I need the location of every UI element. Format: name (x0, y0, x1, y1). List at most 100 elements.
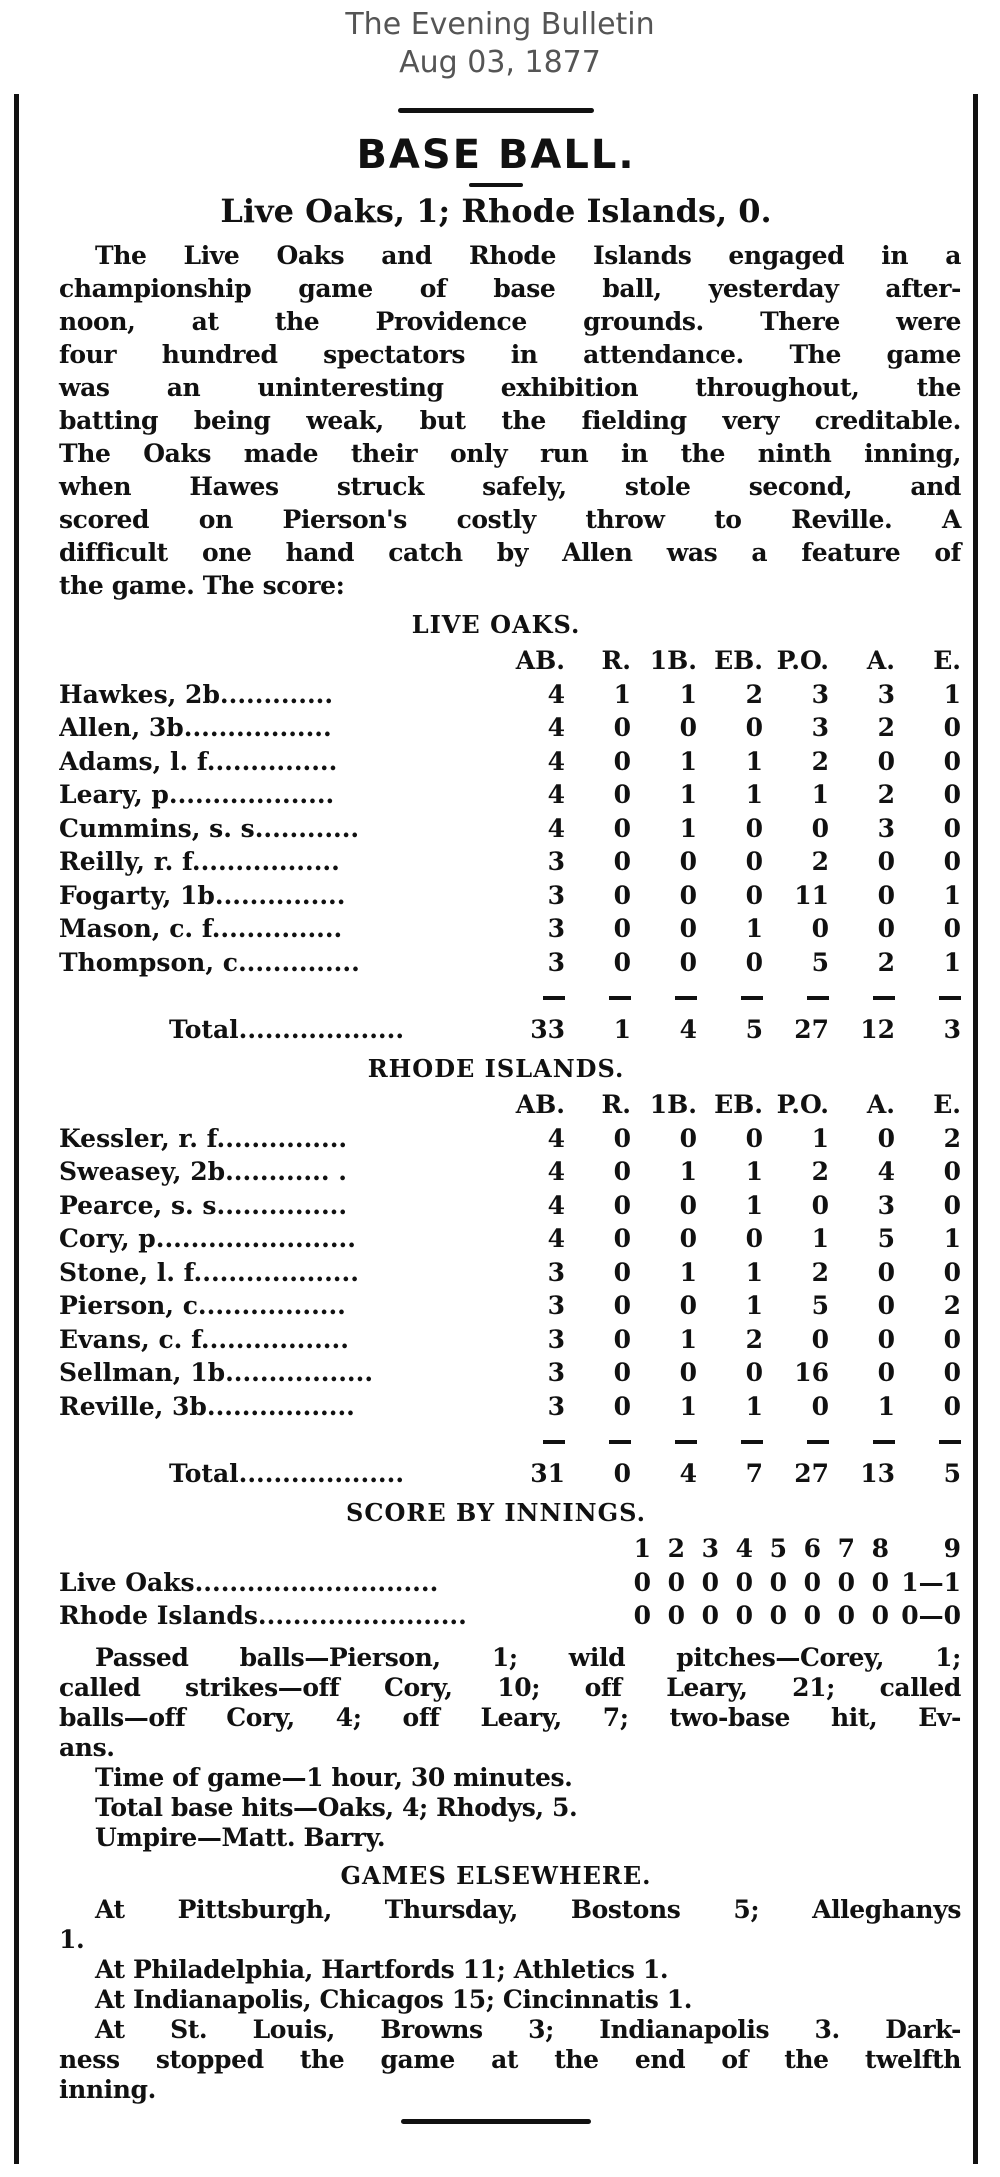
stat-cell: 0 (943, 847, 961, 876)
stat-cell: 0 (877, 914, 895, 943)
stat-cell: 0 (877, 746, 895, 776)
player-name: Hawkes, 2b............. (59, 679, 334, 709)
inning-score: 0 (633, 1601, 651, 1630)
stat-cell: 2 (745, 1324, 763, 1354)
total-cell: 31 (530, 1458, 565, 1488)
stat-cell: 1 (613, 679, 631, 709)
column-header: P.O. (776, 646, 829, 675)
stat-cell: 0 (679, 1123, 697, 1153)
stat-cell: 11 (794, 880, 829, 910)
inning-score: 0 (667, 1601, 685, 1630)
article-paragraph: The Live Oaks and Rhode Islands engaged … (59, 239, 961, 602)
paragraph-line: noon, at the Providence grounds. There w… (59, 307, 961, 336)
stat-cell: 0 (613, 914, 631, 943)
player-name: Cory, p....................... (59, 1224, 356, 1253)
stat-cell: 1 (679, 1391, 697, 1421)
inning-score: 0 (837, 1601, 855, 1630)
stat-cell: 3 (547, 914, 565, 943)
paragraph-line: when Hawes struck safely, stole second, … (59, 472, 961, 501)
column-header: P.O. (776, 1090, 829, 1119)
stat-cell: 4 (547, 1190, 565, 1220)
stat-cell: 1 (943, 880, 961, 910)
inning-number: 7 (837, 1534, 855, 1563)
rhode-islands-heading: RHODE ISLANDS. (367, 1054, 625, 1083)
player-row: Sellman, 1b................. 3 0 0 0 16 0 0 (59, 1356, 961, 1390)
player-name: Reville, 3b................. (59, 1391, 355, 1421)
total-row: Total................... 31 0 4 7 27 13 5 (59, 1457, 961, 1491)
column-header: 1B. (649, 646, 697, 675)
divider-dash (631, 1423, 697, 1457)
stat-cell: 0 (679, 947, 697, 977)
total-cell: 4 (679, 1014, 697, 1044)
total-divider-row (59, 979, 961, 1013)
inning-number: 4 (735, 1534, 753, 1563)
player-name: Mason, c. f............... (59, 914, 343, 943)
paragraph-line: four hundred spectators in attendance. T… (59, 340, 961, 369)
divider-dash (565, 1423, 631, 1457)
game-summary: Time of game—1 hour, 30 minutes. Total ba… (59, 1763, 961, 1853)
score-by-innings: 1 2 3 4 5 6 7 8 9 Live Oaks......................… (59, 1532, 961, 1633)
stat-cell: 0 (613, 1157, 631, 1186)
stat-cell: 0 (679, 713, 697, 742)
stat-cell: 5 (811, 947, 829, 977)
text-line: Time of game—1 hour, 30 minutes. (95, 1762, 573, 1792)
stat-cell: 2 (943, 1123, 961, 1153)
stat-cell: 1 (811, 1123, 829, 1153)
column-header: A. (866, 1090, 895, 1119)
live-oaks-heading: LIVE OAKS. (411, 610, 581, 639)
stat-cell: 0 (811, 1190, 829, 1220)
inning-score: 0 (769, 1567, 787, 1597)
stat-cell: 1 (679, 746, 697, 776)
stat-cell: 3 (547, 1391, 565, 1421)
stat-cell: 0 (943, 914, 961, 943)
stat-cell: 4 (547, 746, 565, 776)
column-header: E. (933, 646, 961, 675)
stat-cell: 2 (877, 780, 895, 809)
team-name: Live Oaks............................ (59, 1567, 439, 1597)
stat-cell: 0 (943, 1190, 961, 1220)
inning-number: 2 (667, 1534, 685, 1563)
stat-cell: 0 (679, 1358, 697, 1387)
total-cell: 5 (943, 1458, 961, 1488)
total-label: Total................... (169, 1458, 405, 1488)
stat-cell: 0 (613, 1391, 631, 1421)
player-name: Evans, c. f................. (59, 1324, 349, 1354)
stat-cell: 1 (679, 780, 697, 809)
total-label: Total................... (169, 1014, 405, 1044)
player-row: Hawkes, 2b............. 4 1 1 2 3 3 1 (59, 678, 961, 712)
stat-cell: 3 (547, 880, 565, 910)
innings-heading: SCORE BY INNINGS. (346, 1498, 646, 1527)
inning-score: 1—1 (901, 1567, 961, 1597)
stat-cell: 4 (547, 713, 565, 742)
total-cell: 4 (679, 1458, 697, 1488)
article-column: BASE BALL. Live Oaks, 1; Rhode Islands, … (14, 94, 978, 2164)
divider-dash (631, 979, 697, 1013)
stat-cell: 1 (745, 780, 763, 809)
player-row: Reilly, r. f................. 3 0 0 0 2 0 0 (59, 845, 961, 879)
inning-score: 0 (735, 1567, 753, 1597)
stat-cell: 0 (877, 1358, 895, 1387)
player-name: Cummins, s. s............ (59, 813, 360, 843)
bottom-rule (401, 2118, 591, 2124)
paragraph-line: the game. The score: (59, 571, 345, 600)
inning-score: 0 (837, 1567, 855, 1597)
stat-cell: 3 (547, 1324, 565, 1354)
column-header: EB. (714, 1090, 763, 1119)
stat-cell: 0 (745, 847, 763, 876)
inning-number: 5 (769, 1534, 787, 1563)
stat-cell: 0 (943, 1391, 961, 1421)
divider-dash (763, 1423, 829, 1457)
player-row: Pierson, c................. 3 0 0 1 5 0 2 (59, 1289, 961, 1323)
divider-dash (697, 979, 763, 1013)
stat-cell: 0 (943, 746, 961, 776)
stat-cell: 0 (679, 880, 697, 910)
stat-cell: 0 (745, 713, 763, 742)
inning-score: 0 (769, 1601, 787, 1630)
dash-mark (873, 995, 895, 1000)
stat-cell: 0 (811, 1391, 829, 1421)
dash-mark (807, 1439, 829, 1444)
inning-score: 0 (735, 1601, 753, 1630)
stat-cell: 0 (679, 1224, 697, 1253)
player-row: Sweasey, 2b............ . 4 0 1 1 2 4 0 (59, 1155, 961, 1189)
dash-mark (675, 995, 697, 1000)
